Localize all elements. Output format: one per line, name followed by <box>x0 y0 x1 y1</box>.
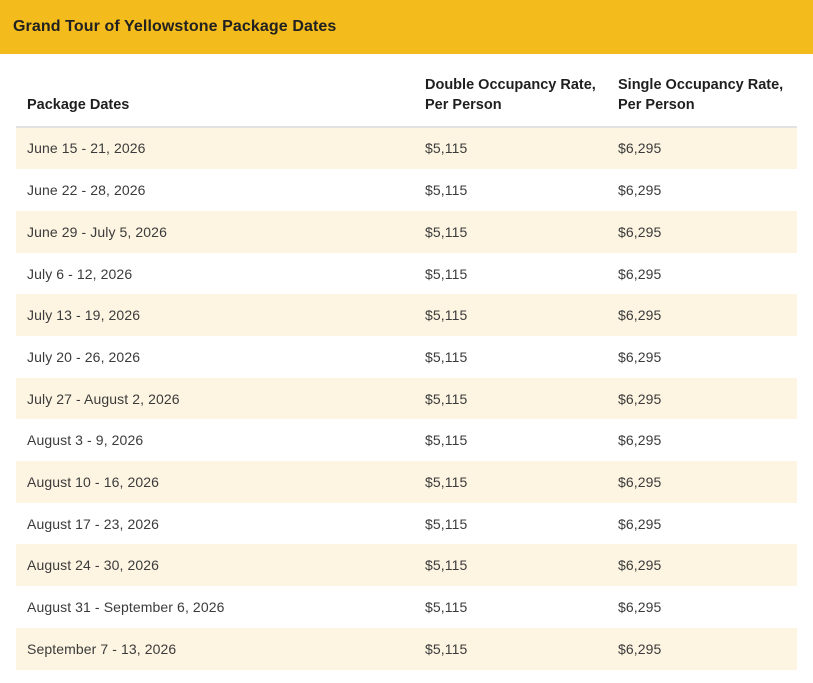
cell-package-dates: June 22 - 28, 2026 <box>27 182 146 199</box>
table-row: July 20 - 26, 2026 $5,115 $6,295 <box>16 336 797 378</box>
cell-single-occupancy-rate: $6,295 <box>618 432 662 449</box>
cell-package-dates: August 17 - 23, 2026 <box>27 515 159 532</box>
cell-package-dates: July 13 - 19, 2026 <box>27 307 141 324</box>
cell-package-dates: June 15 - 21, 2026 <box>27 140 146 157</box>
cell-package-dates: June 29 - July 5, 2026 <box>27 223 167 240</box>
table-row: August 24 - 30, 2026 $5,115 $6,295 <box>16 544 797 587</box>
cell-double-occupancy-rate: $5,115 <box>425 307 468 324</box>
cell-single-occupancy-rate: $6,295 <box>618 640 662 657</box>
table-row: August 3 - 9, 2026 $5,115 $6,295 <box>16 419 797 461</box>
table-row: September 7 - 13, 2026 $5,115 $6,295 <box>16 627 797 670</box>
table-row: July 13 - 19, 2026 $5,115 $6,295 <box>16 294 797 337</box>
table-row: July 27 - August 2, 2026 $5,115 $6,295 <box>16 377 797 420</box>
cell-double-occupancy-rate: $5,115 <box>425 140 468 157</box>
cell-double-occupancy-rate: $5,115 <box>425 432 468 449</box>
table-row: June 29 - July 5, 2026 $5,115 $6,295 <box>16 210 797 253</box>
cell-single-occupancy-rate: $6,295 <box>618 515 662 532</box>
cell-double-occupancy-rate: $5,115 <box>425 223 468 240</box>
cell-single-occupancy-rate: $6,295 <box>618 223 662 240</box>
table-header-row: Package Dates Double Occupancy Rate, Per… <box>16 54 797 128</box>
table-row: June 22 - 28, 2026 $5,115 $6,295 <box>16 169 797 211</box>
table-row: August 31 - September 6, 2026 $5,115 $6,29… <box>16 586 797 628</box>
cell-single-occupancy-rate: $6,295 <box>618 307 662 324</box>
cell-package-dates: July 20 - 26, 2026 <box>27 348 141 365</box>
cell-package-dates: September 7 - 13, 2026 <box>27 640 177 657</box>
cell-package-dates: August 31 - September 6, 2026 <box>27 599 225 615</box>
cell-double-occupancy-rate: $5,115 <box>425 473 468 490</box>
table-row: August 17 - 23, 2026 $5,115 $6,295 <box>16 503 797 545</box>
cell-double-occupancy-rate: $5,115 <box>425 515 468 532</box>
cell-single-occupancy-rate: $6,295 <box>618 557 662 574</box>
cell-double-occupancy-rate: $5,115 <box>425 640 468 657</box>
title-bar: Grand Tour of Yellowstone Package Dates <box>0 0 813 54</box>
cell-package-dates: July 27 - August 2, 2026 <box>27 390 180 407</box>
cell-package-dates: August 10 - 16, 2026 <box>27 473 159 490</box>
cell-double-occupancy-rate: $5,115 <box>425 599 468 615</box>
table-row: August 10 - 16, 2026 $5,115 $6,295 <box>16 461 797 503</box>
table-row: July 6 - 12, 2026 $5,115 $6,295 <box>16 253 797 295</box>
column-header-single-occupancy-rate: Single Occupancy Rate, Per Person <box>618 77 784 114</box>
cell-double-occupancy-rate: $5,115 <box>425 265 468 282</box>
column-header-package-dates: Package Dates <box>27 97 130 114</box>
column-header-double-occupancy-rate: Double Occupancy Rate, Per Person <box>425 77 596 114</box>
cell-single-occupancy-rate: $6,295 <box>618 182 662 199</box>
cell-single-occupancy-rate: $6,295 <box>618 390 662 407</box>
cell-single-occupancy-rate: $6,295 <box>618 348 662 365</box>
cell-package-dates: August 3 - 9, 2026 <box>27 432 144 449</box>
cell-package-dates: August 24 - 30, 2026 <box>27 557 159 574</box>
table-body: June 15 - 21, 2026 $5,115 $6,295 June 22 - … <box>16 127 797 670</box>
cell-single-occupancy-rate: $6,295 <box>618 599 662 615</box>
table-row: June 15 - 21, 2026 $5,115 $6,295 <box>16 127 797 170</box>
cell-single-occupancy-rate: $6,295 <box>618 140 662 157</box>
cell-double-occupancy-rate: $5,115 <box>425 182 468 199</box>
cell-double-occupancy-rate: $5,115 <box>425 390 468 407</box>
package-dates-table: Package Dates Double Occupancy Rate, Per… <box>16 54 797 670</box>
cell-double-occupancy-rate: $5,115 <box>425 557 468 574</box>
cell-double-occupancy-rate: $5,115 <box>425 348 468 365</box>
cell-package-dates: July 6 - 12, 2026 <box>27 265 133 282</box>
cell-single-occupancy-rate: $6,295 <box>618 265 662 282</box>
page-title: Grand Tour of Yellowstone Package Dates <box>13 18 337 35</box>
cell-single-occupancy-rate: $6,295 <box>618 473 662 490</box>
